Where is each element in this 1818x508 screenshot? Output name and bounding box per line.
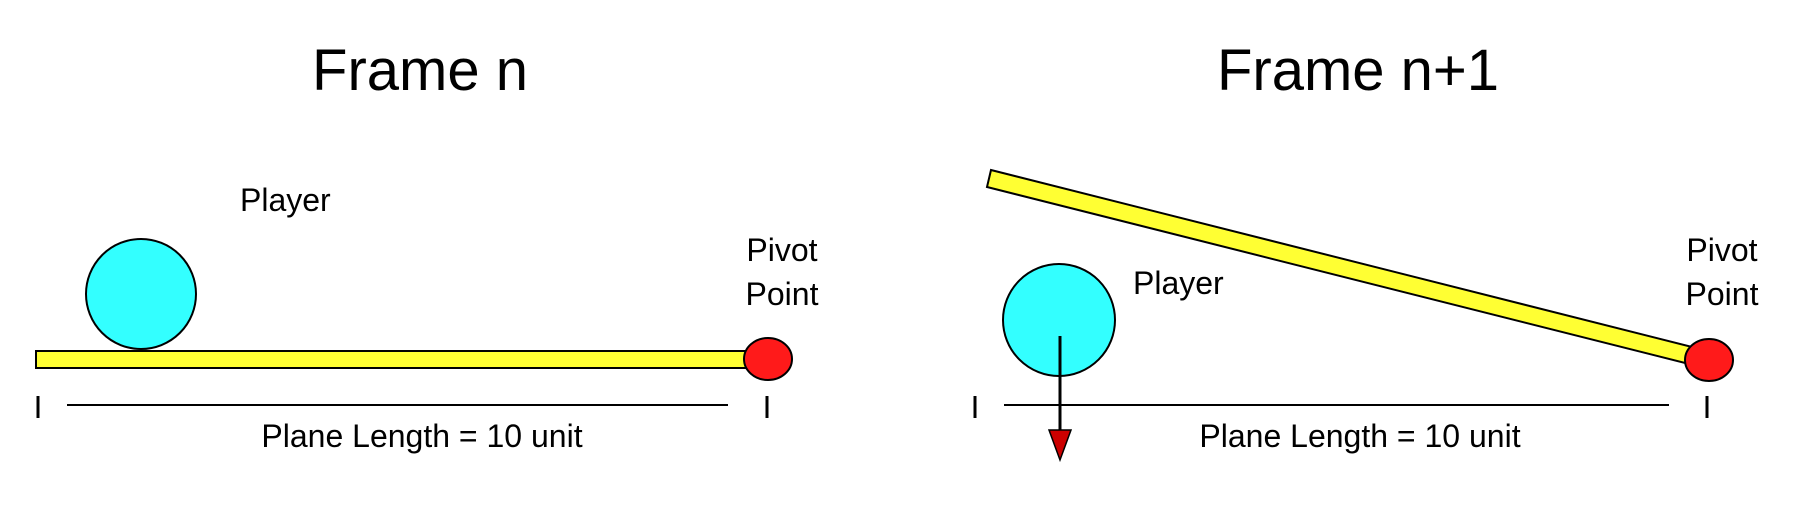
- frame-n-pivot-point: [743, 337, 793, 381]
- frame-n-player-label: Player: [240, 182, 331, 218]
- frame-n1-pivot-point: [1684, 338, 1734, 382]
- frame-n-player-ball: [85, 238, 197, 350]
- frame-n1-pivot-label-line2: Point: [1686, 276, 1759, 312]
- frame-n-title: Frame n: [312, 38, 528, 103]
- frame-n-panel: Frame n Player Pivot Point Plane Length …: [35, 38, 819, 454]
- frame-n1-pivot-label-line1: Pivot: [1686, 232, 1757, 268]
- frame-n1-panel: Frame n+1 Player Pivot Point Plane Lengt…: [973, 38, 1759, 463]
- frame-n1-title: Frame n+1: [1217, 38, 1499, 103]
- frame-n-plane-length-label: Plane Length = 10 unit: [261, 418, 582, 454]
- frame-n-plane: [35, 350, 777, 369]
- frame-n1-player-label: Player: [1133, 265, 1224, 301]
- frame-n1-plane-length-label: Plane Length = 10 unit: [1199, 418, 1520, 454]
- frame-n-pivot-label-line1: Pivot: [746, 232, 817, 268]
- frame-n-pivot-label-line2: Point: [746, 276, 819, 312]
- frame-n1-fall-arrow-head: [1047, 429, 1073, 463]
